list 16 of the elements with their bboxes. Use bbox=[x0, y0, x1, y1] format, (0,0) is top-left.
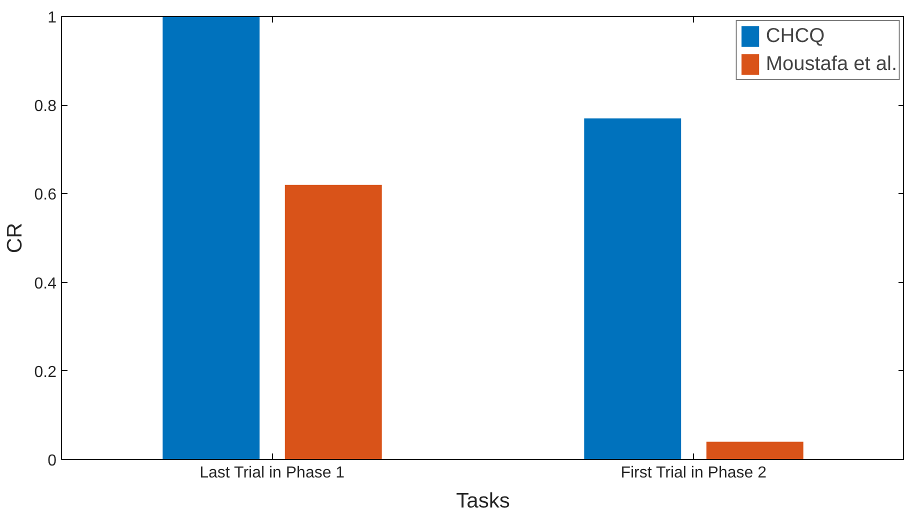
bar bbox=[584, 118, 682, 460]
bar bbox=[284, 184, 382, 460]
y-tick-label: 1 bbox=[48, 10, 57, 26]
bar bbox=[706, 442, 804, 460]
x-tick-label: Last Trial in Phase 1 bbox=[200, 464, 345, 482]
y-tick-label: 0.8 bbox=[34, 98, 57, 116]
y-tick-label: 0.6 bbox=[34, 186, 57, 204]
y-tick-label: 0.4 bbox=[34, 275, 57, 292]
legend-label: CHCQ bbox=[766, 24, 825, 48]
y-axis-title: CR bbox=[3, 222, 26, 254]
x-axis-title: Tasks bbox=[456, 490, 510, 512]
y-tick-label: 0.2 bbox=[34, 364, 57, 381]
x-tick-label: First Trial in Phase 2 bbox=[620, 464, 767, 482]
bar bbox=[162, 16, 260, 460]
y-tick-label: 0 bbox=[48, 452, 57, 470]
legend-label: Moustafa et al. bbox=[766, 52, 897, 76]
